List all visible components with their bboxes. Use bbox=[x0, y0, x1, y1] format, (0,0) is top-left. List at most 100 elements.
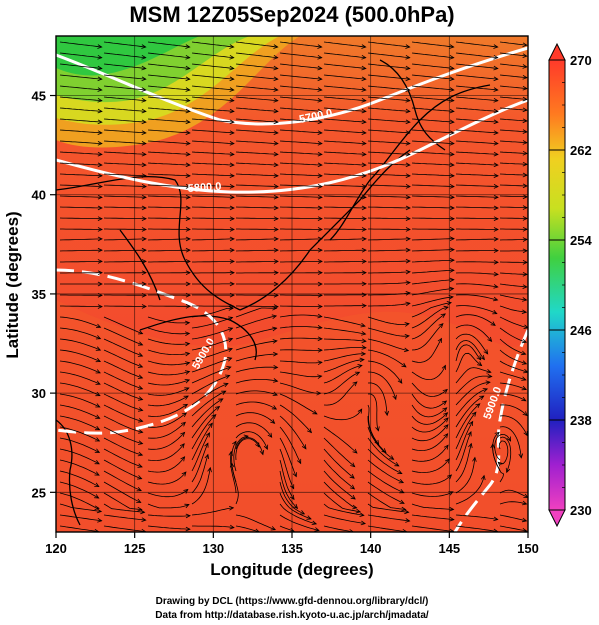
streamline-arrow bbox=[490, 443, 495, 449]
streamline bbox=[367, 382, 388, 416]
streamline-arrow bbox=[392, 394, 397, 401]
streamline-arrow bbox=[317, 108, 323, 114]
streamline-arrow bbox=[273, 108, 279, 114]
streamline-arrow bbox=[405, 151, 411, 157]
streamline-arrow bbox=[267, 432, 273, 438]
streamline-arrow bbox=[405, 258, 411, 264]
streamline bbox=[236, 305, 279, 308]
streamline bbox=[279, 96, 322, 102]
streamline-arrow bbox=[443, 444, 449, 450]
streamline bbox=[323, 338, 366, 342]
streamline-arrow bbox=[184, 320, 191, 326]
streamline bbox=[147, 456, 185, 473]
streamline-arrow bbox=[493, 162, 499, 168]
streamline bbox=[499, 404, 528, 416]
streamline-arrow bbox=[317, 325, 323, 330]
streamline-arrow bbox=[521, 309, 528, 314]
streamline-arrow bbox=[522, 75, 528, 80]
streamline-arrow bbox=[273, 76, 279, 82]
streamline-arrow bbox=[272, 339, 278, 344]
streamline bbox=[323, 316, 366, 327]
streamline bbox=[103, 217, 146, 220]
streamline-arrow bbox=[136, 486, 142, 492]
streamline-arrow bbox=[493, 296, 499, 302]
streamline-arrow bbox=[523, 430, 528, 437]
x-tick-label: 140 bbox=[360, 541, 382, 556]
streamline bbox=[191, 375, 230, 395]
streamline bbox=[323, 249, 367, 252]
streamline-arrow bbox=[446, 301, 453, 306]
streamline bbox=[367, 140, 410, 144]
streamline-arrow bbox=[141, 173, 147, 178]
streamline-arrow bbox=[185, 130, 191, 135]
streamline-arrow bbox=[273, 227, 279, 232]
streamline bbox=[147, 107, 190, 112]
streamline bbox=[499, 184, 528, 187]
streamline-arrow bbox=[404, 322, 410, 327]
streamline-arrow bbox=[389, 455, 395, 460]
x-tick-label: 120 bbox=[45, 541, 67, 556]
streamline-arrow bbox=[185, 259, 191, 264]
streamline bbox=[323, 426, 358, 454]
streamline bbox=[191, 507, 234, 516]
streamline-arrow bbox=[299, 510, 306, 515]
streamline bbox=[411, 491, 454, 497]
streamline-arrow bbox=[97, 141, 103, 146]
streamline-arrow bbox=[296, 458, 302, 465]
streamline-arrow bbox=[311, 520, 318, 525]
streamline-arrow bbox=[95, 425, 101, 431]
streamline bbox=[59, 96, 102, 102]
streamline bbox=[367, 129, 410, 134]
streamline bbox=[323, 107, 366, 112]
streamline bbox=[60, 305, 103, 307]
streamline bbox=[455, 206, 499, 209]
streamline bbox=[147, 162, 190, 166]
streamline bbox=[455, 388, 488, 417]
streamline-arrow bbox=[184, 351, 191, 357]
streamline bbox=[147, 412, 187, 428]
streamline bbox=[323, 470, 356, 500]
streamline bbox=[323, 217, 366, 220]
streamline bbox=[455, 63, 498, 69]
streamline bbox=[499, 382, 527, 390]
streamline-arrow bbox=[403, 347, 410, 353]
streamline-arrow bbox=[349, 529, 355, 532]
streamline bbox=[103, 52, 146, 59]
streamline-arrow bbox=[449, 130, 455, 135]
y-axis-ticks: 25 30 35 40 45 bbox=[32, 89, 56, 500]
streamline-arrow bbox=[229, 227, 235, 232]
streamline-arrow bbox=[361, 54, 367, 60]
streamline-arrow bbox=[443, 433, 449, 439]
streamline bbox=[235, 173, 279, 177]
streamline bbox=[499, 140, 527, 144]
streamline bbox=[191, 467, 211, 505]
streamline bbox=[103, 404, 143, 422]
streamline bbox=[323, 184, 367, 187]
streamline-arrow bbox=[522, 96, 528, 102]
streamline bbox=[191, 317, 233, 329]
streamline-arrow bbox=[97, 76, 103, 82]
streamline bbox=[59, 525, 99, 532]
streamline bbox=[323, 85, 366, 91]
streamline-arrow bbox=[317, 247, 323, 253]
streamline bbox=[103, 118, 146, 123]
colorbar-tick-label: 246 bbox=[570, 323, 592, 338]
streamline-arrow bbox=[221, 390, 227, 395]
streamline-arrow bbox=[361, 227, 367, 232]
streamline-arrow bbox=[289, 494, 295, 501]
streamline bbox=[147, 173, 191, 177]
streamline-arrow bbox=[361, 281, 367, 287]
streamline bbox=[147, 238, 190, 241]
streamline bbox=[103, 238, 147, 241]
streamline bbox=[147, 96, 190, 102]
streamline bbox=[103, 206, 147, 209]
streamline-arrow bbox=[184, 341, 191, 347]
streamline-arrow bbox=[522, 237, 528, 242]
x-axis-ticks: 120 125 130 135 140 145 150 bbox=[45, 532, 539, 556]
streamline bbox=[411, 162, 454, 166]
streamline-arrow bbox=[476, 355, 482, 361]
streamline-arrow bbox=[493, 271, 499, 277]
streamline-arrow bbox=[273, 162, 279, 168]
streamline bbox=[191, 423, 213, 461]
